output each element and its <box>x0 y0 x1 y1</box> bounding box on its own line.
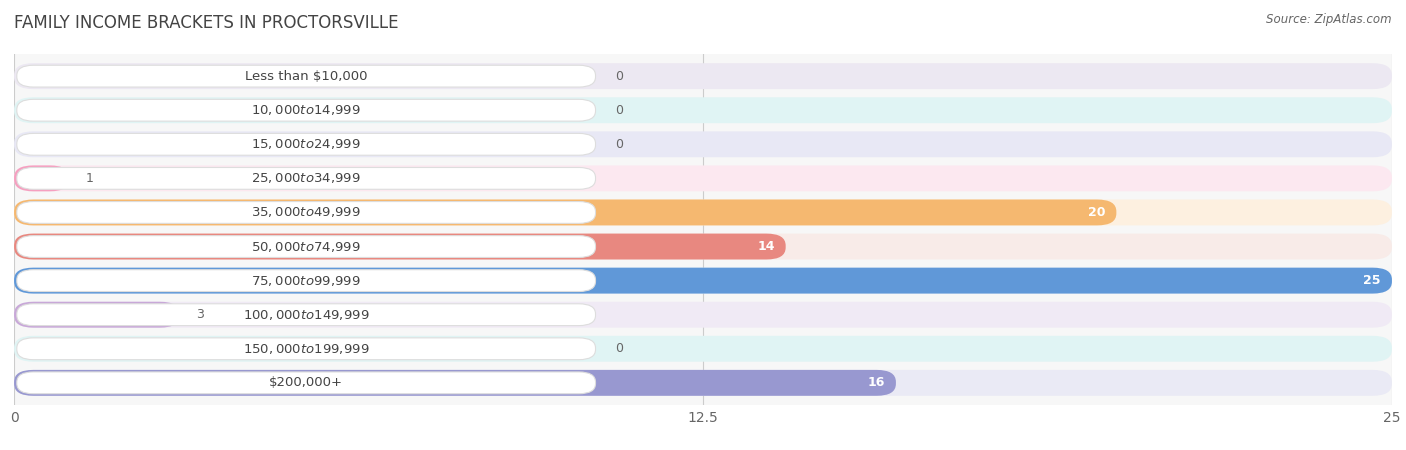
FancyBboxPatch shape <box>14 234 1392 260</box>
Text: $35,000 to $49,999: $35,000 to $49,999 <box>252 206 361 220</box>
FancyBboxPatch shape <box>14 370 896 396</box>
FancyBboxPatch shape <box>14 370 1392 396</box>
FancyBboxPatch shape <box>17 270 596 292</box>
FancyBboxPatch shape <box>14 63 1392 89</box>
Text: 1: 1 <box>86 172 94 185</box>
FancyBboxPatch shape <box>17 65 596 87</box>
FancyBboxPatch shape <box>17 236 596 257</box>
FancyBboxPatch shape <box>17 99 596 121</box>
FancyBboxPatch shape <box>14 302 1392 328</box>
Text: $50,000 to $74,999: $50,000 to $74,999 <box>252 239 361 253</box>
Text: 0: 0 <box>614 104 623 117</box>
FancyBboxPatch shape <box>17 202 596 223</box>
FancyBboxPatch shape <box>14 199 1392 225</box>
Text: $10,000 to $14,999: $10,000 to $14,999 <box>252 103 361 117</box>
Text: 0: 0 <box>614 138 623 151</box>
Text: $200,000+: $200,000+ <box>269 376 343 389</box>
Text: Less than $10,000: Less than $10,000 <box>245 70 367 83</box>
FancyBboxPatch shape <box>14 97 1392 123</box>
FancyBboxPatch shape <box>14 268 1392 293</box>
Text: $25,000 to $34,999: $25,000 to $34,999 <box>252 171 361 185</box>
FancyBboxPatch shape <box>14 166 69 191</box>
FancyBboxPatch shape <box>14 131 1392 157</box>
Text: 3: 3 <box>195 308 204 321</box>
Text: 14: 14 <box>758 240 775 253</box>
FancyBboxPatch shape <box>14 302 180 328</box>
FancyBboxPatch shape <box>17 133 596 155</box>
FancyBboxPatch shape <box>17 372 596 394</box>
Text: 0: 0 <box>614 342 623 355</box>
Text: 16: 16 <box>868 376 884 389</box>
Text: Source: ZipAtlas.com: Source: ZipAtlas.com <box>1267 14 1392 27</box>
Text: $100,000 to $149,999: $100,000 to $149,999 <box>243 308 370 322</box>
Text: FAMILY INCOME BRACKETS IN PROCTORSVILLE: FAMILY INCOME BRACKETS IN PROCTORSVILLE <box>14 14 398 32</box>
FancyBboxPatch shape <box>14 336 1392 362</box>
FancyBboxPatch shape <box>14 234 786 260</box>
FancyBboxPatch shape <box>14 199 1116 225</box>
Text: 0: 0 <box>614 70 623 83</box>
Text: 20: 20 <box>1088 206 1105 219</box>
FancyBboxPatch shape <box>14 166 1392 191</box>
Text: $75,000 to $99,999: $75,000 to $99,999 <box>252 274 361 288</box>
Text: $15,000 to $24,999: $15,000 to $24,999 <box>252 137 361 151</box>
FancyBboxPatch shape <box>17 167 596 189</box>
Text: $150,000 to $199,999: $150,000 to $199,999 <box>243 342 370 356</box>
FancyBboxPatch shape <box>17 338 596 360</box>
FancyBboxPatch shape <box>17 304 596 326</box>
FancyBboxPatch shape <box>14 268 1392 293</box>
Text: 25: 25 <box>1364 274 1381 287</box>
